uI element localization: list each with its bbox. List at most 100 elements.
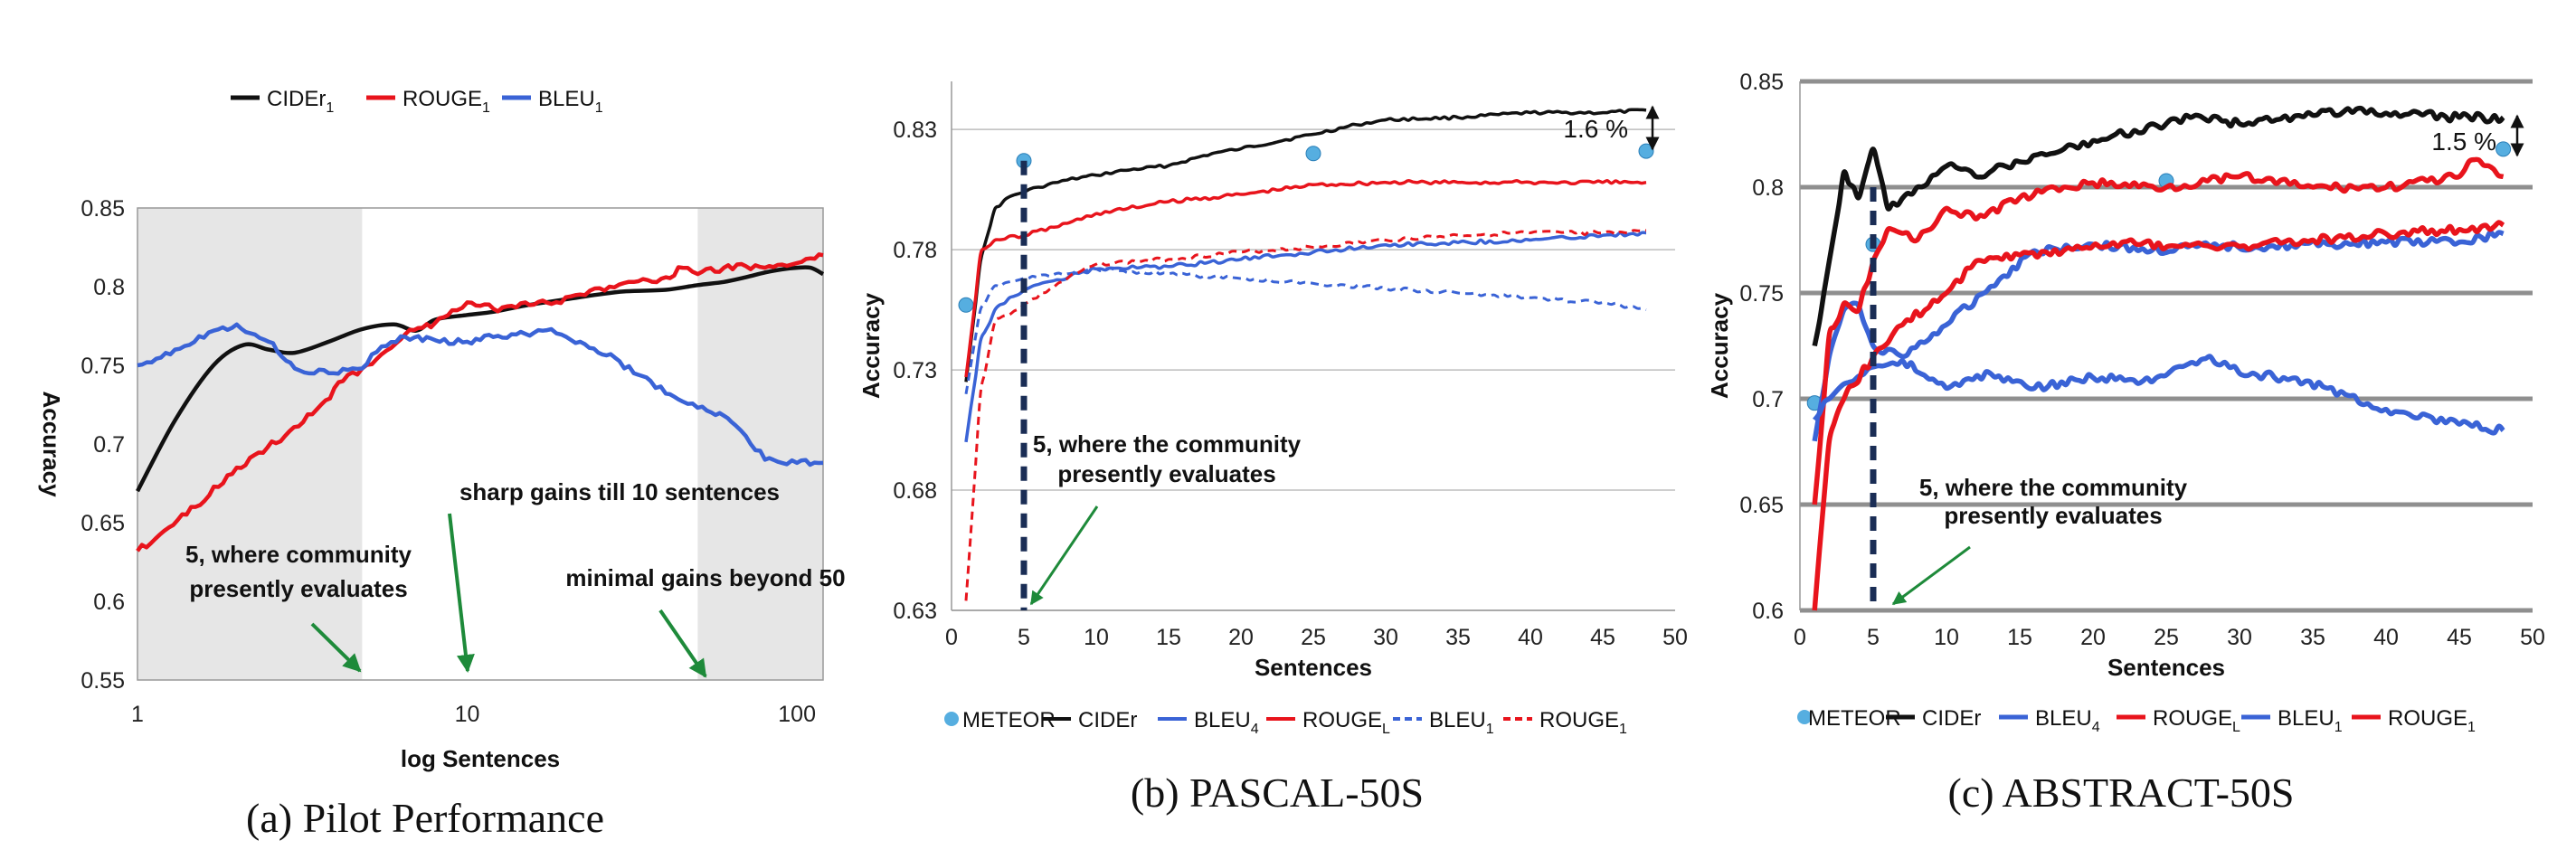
data-point-meteor [1638,143,1654,159]
data-point-meteor [1305,146,1321,162]
x-tick-label: 0 [945,625,958,650]
y-tick-label: 0.7 [1752,387,1784,412]
y-tick-label: 0.68 [893,478,937,504]
legend-label: ROUGE1 [1539,708,1627,737]
annotation-arrow [658,609,707,678]
legend-label: BLEU1 [2278,706,2343,735]
x-tick-label: 10 [1084,625,1109,650]
legend-label: BLEU4 [1194,708,1259,737]
legend-label: ROUGEL [2153,706,2240,735]
annotation-text: 5, where the community [1033,430,1302,458]
x-tick-label: 5 [1018,625,1030,650]
x-tick-label: 15 [2007,625,2032,650]
legend-label: BLEU1 [1429,708,1494,737]
annotation-arrow [310,622,362,673]
x-tick-label: 5 [1867,625,1880,650]
figure-caption: (c) ABSTRACT-50S [1948,770,2295,816]
gap-label: 1.5 % [2431,128,2496,156]
gap-label: 1.6 % [1563,115,1628,143]
y-tick-label: 0.6 [1752,599,1784,624]
x-tick-label: 1 [131,702,144,727]
y-tick-label: 0.6 [93,590,125,615]
x-tick-label: 15 [1156,625,1181,650]
annotation-text: minimal gains beyond 50 [565,564,845,591]
series-line-rouge-1-dashed [964,229,1647,601]
legend-label: CIDEr1 [267,87,334,116]
legend-label: ROUGE1 [2388,706,2476,735]
legend-label: BLEU1 [538,87,603,116]
y-tick-label: 0.73 [893,358,937,383]
series-line-bleu-1 [1813,354,2505,436]
x-axis-label: log Sentences [401,745,560,772]
data-point-meteor [958,297,974,313]
x-tick-label: 25 [1301,625,1326,650]
legend-label: CIDEr [1922,706,1981,731]
y-tick-label: 0.85 [1739,70,1784,95]
x-axis-label: Sentences [2107,654,2225,681]
x-tick-label: 0 [1794,625,1806,650]
x-tick-label: 50 [2520,625,2545,650]
figure-caption: (b) PASCAL-50S [1131,770,1424,816]
x-tick-label: 30 [1373,625,1398,650]
y-tick-label: 0.83 [893,118,937,143]
data-point-meteor [2496,141,2512,157]
y-tick-label: 0.55 [80,668,125,694]
annotation-arrow [448,513,475,673]
series-line-rouge-1 [1812,220,2505,611]
x-tick-label: 10 [1934,625,1959,650]
chart-abstract: 0.85 0.8 0.75 0.7 0.65 0.6 0 5 10 15 20 25 30 35 40 45 5… [1706,70,2545,816]
legend-swatch [944,712,959,726]
y-tick-label: 0.8 [93,275,125,300]
shaded-region [137,208,363,680]
x-tick-label: 40 [2373,625,2399,650]
annotation-text: presently evaluates [189,575,407,602]
series-line-rouge-l [1812,156,2505,505]
y-axis-label: Accuracy [38,391,65,497]
x-tick-label: 40 [1518,625,1543,650]
legend-label: CIDEr [1078,708,1137,732]
annotation-text: 5, where community [185,541,412,568]
y-tick-label: 0.75 [1739,281,1784,307]
y-tick-label: 0.75 [80,354,125,379]
legend-label: ROUGEL [1302,708,1390,737]
series-line-cider [1812,105,2505,347]
x-tick-label: 20 [2080,625,2106,650]
y-tick-label: 0.7 [93,432,125,458]
y-tick-label: 0.63 [893,599,937,624]
x-tick-label: 45 [1590,625,1615,650]
annotation-text: presently evaluates [1057,460,1275,487]
legend-label: METEOR [1808,706,1901,731]
series-line-bleu-4 [964,231,1647,443]
y-axis-label: Accuracy [1706,292,1733,399]
y-tick-label: 0.78 [893,238,937,263]
x-tick-label: 35 [1445,625,1471,650]
series-line-bleu-4 [1812,230,2505,442]
annotation-text: 5, where the community [1919,474,2188,501]
legend-label: BLEU4 [2035,706,2100,735]
series-line-cider [964,108,1647,382]
x-tick-label: 35 [2300,625,2325,650]
x-tick-label: 45 [2447,625,2472,650]
y-tick-label: 0.65 [80,511,125,536]
annotation-text: presently evaluates [1944,502,2162,529]
figure-caption: (a) Pilot Performance [246,795,604,841]
x-tick-label: 100 [778,702,816,727]
legend-label: METEOR [962,708,1056,732]
y-axis-label: Accuracy [857,292,885,399]
legend-label: ROUGE1 [402,87,490,116]
y-tick-label: 0.65 [1739,493,1784,518]
y-tick-label: 0.85 [80,196,125,222]
annotation-arrow [1029,505,1099,606]
plot-frame [137,207,824,681]
series-line-bleu [137,322,824,468]
x-tick-label: 30 [2227,625,2252,650]
y-tick-label: 0.8 [1752,175,1784,201]
x-axis-label: Sentences [1255,654,1372,681]
series-line-rouge [136,252,824,552]
series-line-cider [136,265,825,493]
legend-swatch [1797,710,1812,724]
x-tick-label: 10 [455,702,480,727]
annotation-text: sharp gains till 10 sentences [459,478,780,505]
chart-pilot: 0.85 0.8 0.75 0.7 0.65 0.6 0.551 10 100 log Sente… [38,87,846,841]
x-tick-label: 20 [1228,625,1254,650]
